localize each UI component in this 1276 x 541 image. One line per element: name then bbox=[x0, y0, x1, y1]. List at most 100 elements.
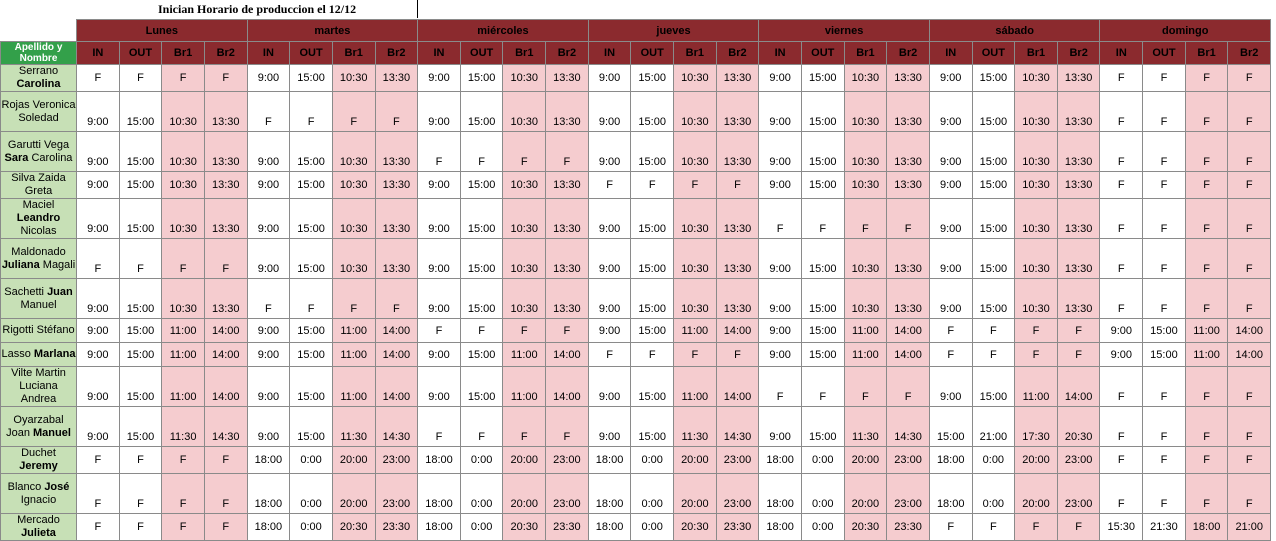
schedule-cell-br1[interactable]: 20:30 bbox=[502, 513, 547, 541]
schedule-cell-br1[interactable]: 20:00 bbox=[1014, 473, 1058, 514]
schedule-cell-br1[interactable]: F bbox=[1184, 131, 1229, 172]
day-header[interactable]: jueves bbox=[587, 19, 760, 42]
schedule-cell-in[interactable]: F bbox=[76, 238, 120, 279]
schedule-cell-br2[interactable]: F bbox=[1227, 131, 1272, 172]
schedule-cell-in[interactable]: 9:00 bbox=[758, 64, 802, 92]
schedule-cell-in[interactable]: 9:00 bbox=[587, 64, 632, 92]
schedule-cell-out[interactable]: F bbox=[459, 131, 504, 172]
schedule-cell-br2[interactable]: 14:00 bbox=[886, 318, 930, 343]
schedule-cell-br2[interactable]: 23:00 bbox=[1056, 473, 1101, 514]
schedule-cell-br2[interactable]: 13:30 bbox=[545, 171, 589, 199]
schedule-cell-br2[interactable]: F bbox=[715, 171, 760, 199]
schedule-cell-in[interactable]: 9:00 bbox=[246, 198, 291, 239]
schedule-cell-br1[interactable]: F bbox=[1184, 406, 1229, 447]
schedule-cell-br2[interactable]: F bbox=[1227, 91, 1272, 132]
schedule-cell-br2[interactable]: 13:30 bbox=[203, 91, 248, 132]
schedule-cell-br1[interactable]: 11:00 bbox=[161, 318, 205, 343]
schedule-cell-br2[interactable]: 14:30 bbox=[203, 406, 248, 447]
schedule-cell-br1[interactable]: 20:00 bbox=[673, 473, 717, 514]
schedule-cell-out[interactable]: F bbox=[1142, 473, 1186, 514]
schedule-cell-out[interactable]: F bbox=[289, 278, 333, 319]
schedule-cell-br2[interactable]: F bbox=[886, 366, 930, 407]
schedule-cell-br2[interactable]: 14:00 bbox=[545, 342, 589, 367]
schedule-cell-in[interactable]: 9:00 bbox=[417, 91, 461, 132]
schedule-cell-br1[interactable]: F bbox=[331, 278, 376, 319]
schedule-cell-br1[interactable]: 10:30 bbox=[673, 64, 717, 92]
schedule-cell-out[interactable]: 15:00 bbox=[459, 171, 504, 199]
schedule-cell-out[interactable]: 15:00 bbox=[1142, 342, 1186, 367]
schedule-cell-out[interactable]: 15:00 bbox=[459, 64, 504, 92]
schedule-cell-br2[interactable]: 13:30 bbox=[1056, 278, 1101, 319]
column-header-br1[interactable]: Br1 bbox=[331, 41, 376, 65]
schedule-cell-in[interactable]: 9:00 bbox=[417, 366, 461, 407]
schedule-cell-out[interactable]: 15:00 bbox=[118, 198, 163, 239]
schedule-cell-out[interactable]: 0:00 bbox=[800, 473, 845, 514]
schedule-cell-out[interactable]: F bbox=[800, 366, 845, 407]
schedule-cell-br2[interactable]: 21:00 bbox=[1227, 513, 1272, 541]
schedule-cell-out[interactable]: F bbox=[1142, 278, 1186, 319]
schedule-cell-in[interactable]: 9:00 bbox=[928, 171, 973, 199]
day-header[interactable]: martes bbox=[246, 19, 419, 42]
schedule-cell-br1[interactable]: 10:30 bbox=[331, 131, 376, 172]
schedule-cell-br1[interactable]: 10:30 bbox=[1014, 198, 1058, 239]
schedule-cell-br1[interactable]: 20:00 bbox=[502, 473, 547, 514]
schedule-cell-in[interactable]: 9:00 bbox=[758, 131, 802, 172]
schedule-cell-out[interactable]: 15:00 bbox=[630, 318, 675, 343]
schedule-cell-out[interactable]: 15:00 bbox=[289, 238, 333, 279]
schedule-cell-in[interactable]: 9:00 bbox=[587, 366, 632, 407]
schedule-cell-in[interactable]: 9:00 bbox=[928, 131, 973, 172]
schedule-cell-out[interactable]: 0:00 bbox=[971, 473, 1016, 514]
schedule-cell-br1[interactable]: 11:00 bbox=[673, 318, 717, 343]
schedule-cell-in[interactable]: 9:00 bbox=[587, 238, 632, 279]
schedule-cell-br2[interactable]: F bbox=[203, 513, 248, 541]
schedule-cell-br2[interactable]: 14:00 bbox=[715, 318, 760, 343]
schedule-cell-in[interactable]: F bbox=[928, 318, 973, 343]
schedule-cell-in[interactable]: 9:00 bbox=[246, 318, 291, 343]
schedule-cell-br1[interactable]: F bbox=[1184, 473, 1229, 514]
schedule-cell-in[interactable]: 9:00 bbox=[758, 318, 802, 343]
schedule-cell-out[interactable]: 15:00 bbox=[289, 171, 333, 199]
schedule-cell-out[interactable]: 21:00 bbox=[971, 406, 1016, 447]
day-header[interactable]: sábado bbox=[928, 19, 1101, 42]
schedule-cell-br1[interactable]: F bbox=[1014, 513, 1058, 541]
schedule-cell-br2[interactable]: 13:30 bbox=[886, 64, 930, 92]
schedule-cell-br1[interactable]: 11:30 bbox=[331, 406, 376, 447]
schedule-cell-br2[interactable]: 13:30 bbox=[374, 198, 419, 239]
schedule-cell-br2[interactable]: 13:30 bbox=[715, 238, 760, 279]
schedule-cell-br1[interactable]: 20:00 bbox=[843, 446, 888, 474]
schedule-cell-out[interactable]: F bbox=[1142, 171, 1186, 199]
schedule-cell-in[interactable]: F bbox=[1099, 238, 1144, 279]
schedule-cell-br1[interactable]: 11:00 bbox=[1014, 366, 1058, 407]
schedule-cell-in[interactable]: F bbox=[246, 278, 291, 319]
schedule-cell-br1[interactable]: F bbox=[161, 513, 205, 541]
schedule-cell-br1[interactable]: 10:30 bbox=[673, 278, 717, 319]
schedule-cell-in[interactable]: F bbox=[246, 91, 291, 132]
schedule-cell-out[interactable]: 0:00 bbox=[971, 446, 1016, 474]
schedule-cell-in[interactable]: 9:00 bbox=[587, 198, 632, 239]
schedule-cell-br1[interactable]: 10:30 bbox=[843, 64, 888, 92]
schedule-cell-in[interactable]: 18:00 bbox=[246, 446, 291, 474]
schedule-cell-br1[interactable]: F bbox=[161, 473, 205, 514]
schedule-cell-out[interactable]: F bbox=[118, 238, 163, 279]
schedule-cell-br2[interactable]: 23:30 bbox=[886, 513, 930, 541]
schedule-cell-br2[interactable]: F bbox=[374, 278, 419, 319]
column-header-br1[interactable]: Br1 bbox=[1014, 41, 1058, 65]
schedule-cell-br2[interactable]: 13:30 bbox=[545, 278, 589, 319]
schedule-cell-br1[interactable]: F bbox=[161, 64, 205, 92]
schedule-cell-in[interactable]: 9:00 bbox=[758, 171, 802, 199]
schedule-cell-in[interactable]: F bbox=[587, 171, 632, 199]
column-header-br2[interactable]: Br2 bbox=[374, 41, 419, 65]
schedule-cell-in[interactable]: F bbox=[76, 473, 120, 514]
schedule-cell-in[interactable]: F bbox=[1099, 446, 1144, 474]
schedule-cell-br2[interactable]: 13:30 bbox=[1056, 238, 1101, 279]
column-header-out[interactable]: OUT bbox=[800, 41, 845, 65]
schedule-cell-br2[interactable]: F bbox=[1227, 64, 1272, 92]
schedule-cell-out[interactable]: 0:00 bbox=[630, 473, 675, 514]
schedule-cell-in[interactable]: 9:00 bbox=[246, 406, 291, 447]
employee-name-cell[interactable]: Maldonado Juliana Magali bbox=[0, 238, 77, 279]
column-header-in[interactable]: IN bbox=[758, 41, 802, 65]
schedule-cell-in[interactable]: 9:00 bbox=[587, 318, 632, 343]
schedule-cell-in[interactable]: F bbox=[587, 342, 632, 367]
schedule-cell-out[interactable]: F bbox=[1142, 131, 1186, 172]
schedule-cell-br1[interactable]: 10:30 bbox=[161, 91, 205, 132]
